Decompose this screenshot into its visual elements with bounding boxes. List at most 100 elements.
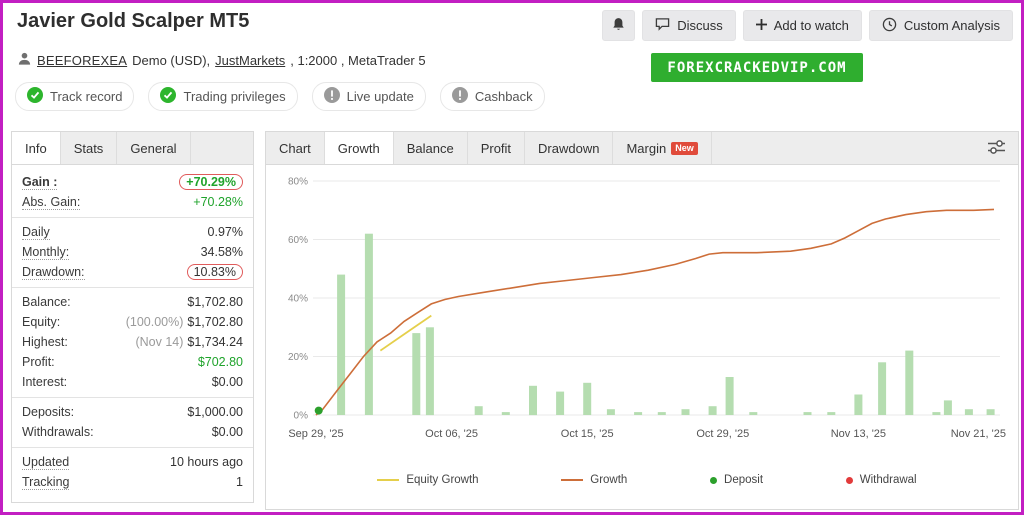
- stat-value-prefix: (100.00%): [125, 315, 184, 329]
- add-to-watch-button[interactable]: Add to watch: [742, 10, 862, 41]
- stat-value: 34.58%: [201, 245, 243, 259]
- stat-value-text: $1,000.00: [187, 405, 243, 419]
- badge-trading-privileges[interactable]: Trading privileges: [148, 82, 298, 111]
- legend-item-deposit[interactable]: Deposit: [710, 474, 763, 486]
- header: Javier Gold Scalper MT5 Discuss Add to w…: [3, 3, 1021, 41]
- tabbar-spacer: [712, 132, 975, 164]
- stat-label: Deposits:: [22, 405, 75, 419]
- stat-row: Tracking 1: [12, 472, 253, 492]
- y-tick-label: 60%: [288, 235, 308, 246]
- stat-group: Deposits: $1,000.00 Withdrawals: $0.00: [12, 398, 253, 448]
- stat-value: (Nov 14) $1,734.24: [135, 335, 243, 349]
- tab-balance[interactable]: Balance: [394, 132, 468, 164]
- y-tick-label: 20%: [288, 352, 308, 363]
- stat-value: 0.97%: [208, 225, 243, 239]
- stat-row: Highest: (Nov 14) $1,734.24: [12, 332, 253, 352]
- badge-label: Live update: [346, 89, 414, 104]
- growth-bar: [556, 391, 565, 415]
- tab-margin[interactable]: Margin New: [613, 132, 712, 164]
- legend-label: Equity Growth: [406, 474, 479, 486]
- discuss-button[interactable]: Discuss: [642, 10, 736, 41]
- stat-value: $702.80: [198, 355, 243, 369]
- growth-bar: [634, 412, 643, 415]
- stat-value-prefix: (Nov 14): [135, 335, 184, 349]
- badge-label: Cashback: [474, 89, 533, 104]
- growth-bar: [583, 382, 592, 415]
- header-buttons: Discuss Add to watch Custom Analysis: [602, 10, 1013, 41]
- tab-label: Info: [25, 140, 47, 156]
- stat-value: 1: [236, 475, 243, 489]
- tab-info[interactable]: Info: [12, 132, 61, 164]
- stat-label: Abs. Gain:: [22, 194, 81, 210]
- stat-label: Highest:: [22, 335, 68, 349]
- stat-label: Tracking: [22, 474, 70, 490]
- growth-chart: 0% 20% 40% 60% 80% Sep 29, '25 Oct 06, '25 Oct …: [266, 165, 1018, 472]
- growth-bar: [986, 409, 995, 415]
- stat-label: Updated: [22, 454, 70, 470]
- legend-dot-swatch: [710, 476, 718, 484]
- legend-item-growth[interactable]: Growth: [561, 474, 627, 486]
- x-tick-label: Oct 06, '25: [425, 428, 478, 440]
- y-tick-label: 40%: [288, 294, 308, 305]
- growth-bar: [749, 412, 758, 415]
- stat-row: Abs. Gain: +70.28%: [12, 192, 253, 212]
- info-panel: Info Stats General Gain : +70.29% Abs. Gain:…: [11, 131, 254, 503]
- tab-label: Margin: [626, 140, 667, 156]
- badge-live-update[interactable]: Live update: [311, 82, 426, 111]
- growth-bar: [425, 327, 434, 416]
- x-tick-label: Oct 15, '25: [561, 428, 614, 440]
- legend-item-withdrawal[interactable]: Withdrawal: [845, 474, 917, 486]
- notifications-button[interactable]: [602, 10, 636, 41]
- exclamation-circle-icon: [323, 87, 340, 106]
- growth-bar: [657, 412, 666, 415]
- growth-bar: [932, 412, 941, 415]
- stat-value: $0.00: [212, 425, 243, 439]
- stat-value-text: 1: [236, 475, 243, 489]
- legend-item-equity-growth[interactable]: Equity Growth: [377, 474, 479, 486]
- x-tick-label: Nov 13, '25: [831, 428, 886, 440]
- legend-label: Growth: [590, 474, 628, 486]
- stat-value-text: 0.97%: [207, 225, 243, 239]
- tab-label: General: [130, 140, 177, 156]
- growth-bar: [474, 406, 483, 415]
- tab-stats[interactable]: Stats: [61, 132, 118, 164]
- growth-bar: [854, 394, 863, 415]
- stat-row: Profit: $702.80: [12, 352, 253, 372]
- broker-link[interactable]: JustMarkets: [215, 52, 286, 68]
- growth-bar: [943, 400, 952, 415]
- tab-label: Growth: [337, 140, 380, 156]
- stat-label: Withdrawals:: [22, 425, 94, 439]
- custom-analysis-button[interactable]: Custom Analysis: [868, 10, 1013, 41]
- info-panel-tabs: Info Stats General: [12, 132, 191, 164]
- promo-banner: FOREXCRACKEDVIP.COM: [651, 53, 863, 82]
- chart-panel: Chart Growth Balance Profit Drawdown Margin Ne…: [265, 131, 1019, 510]
- stat-value: +70.29%: [179, 174, 243, 190]
- custom-analysis-label: Custom Analysis: [903, 18, 1000, 33]
- stat-value: $0.00: [212, 375, 243, 389]
- tab-growth[interactable]: Growth: [324, 132, 394, 164]
- badge-cashback[interactable]: Cashback: [439, 82, 545, 111]
- tab-profit[interactable]: Profit: [468, 132, 526, 164]
- growth-bar: [803, 412, 812, 415]
- page-title: Javier Gold Scalper MT5: [17, 10, 250, 32]
- badge-track-record[interactable]: Track record: [15, 82, 135, 111]
- tab-chart[interactable]: Chart: [266, 132, 325, 164]
- chart-panel-tabbar: Chart Growth Balance Profit Drawdown Margin Ne…: [266, 132, 1018, 165]
- x-tick-label: Sep 29, '25: [288, 428, 343, 440]
- growth-line: [315, 208, 995, 416]
- stat-value-text: $1,702.80: [187, 315, 243, 329]
- chart-settings-button[interactable]: [975, 132, 1018, 164]
- legend-line-swatch: [377, 479, 400, 481]
- growth-chart-svg: 0% 20% 40% 60% 80% Sep 29, '25 Oct 06, '25 Oct …: [288, 177, 1006, 441]
- stat-group: Updated 10 hours ago Tracking 1: [12, 448, 253, 497]
- bell-icon: [612, 17, 625, 35]
- tab-general[interactable]: General: [117, 132, 191, 164]
- y-tick-label: 80%: [288, 177, 308, 188]
- stat-group: Gain : +70.29% Abs. Gain: +70.28%: [12, 168, 253, 218]
- discuss-label: Discuss: [677, 18, 723, 33]
- stat-row: Drawdown: 10.83%: [12, 262, 253, 282]
- badge-label: Trading privileges: [183, 89, 286, 104]
- account-owner-link[interactable]: BEEFOREXEA: [37, 52, 128, 68]
- tab-drawdown[interactable]: Drawdown: [525, 132, 614, 164]
- clock-icon: [882, 17, 897, 35]
